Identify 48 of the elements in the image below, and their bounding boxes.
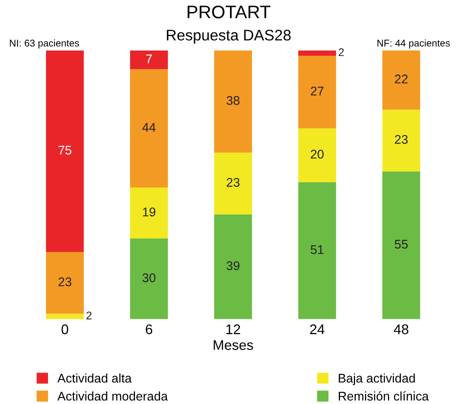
- x-axis-title: Meses: [214, 340, 254, 350]
- data-label: 2: [86, 312, 92, 320]
- x-tick-label: 0: [62, 324, 68, 334]
- data-label: 39: [226, 261, 240, 270]
- legend-label: Actividad moderada: [57, 391, 168, 401]
- bar: [46, 50, 84, 252]
- data-label: 55: [394, 240, 408, 249]
- data-label: 51: [310, 245, 324, 254]
- data-label: 22: [394, 74, 408, 84]
- x-tick-label: 24: [310, 324, 324, 334]
- data-label: 44: [142, 123, 156, 132]
- text: NF: 44 pacientes: [377, 39, 450, 48]
- data-label: 23: [226, 178, 240, 187]
- bar: [214, 214, 252, 320]
- bar: [130, 69, 168, 188]
- bar: [382, 50, 420, 110]
- data-label: 2: [338, 48, 344, 56]
- chart-subtitle: Respuesta DAS28: [166, 30, 291, 44]
- legend-label: Remisión clínica: [338, 391, 429, 401]
- data-label: 19: [142, 208, 156, 216]
- chart-title: PROTART: [188, 6, 270, 18]
- bar: [46, 314, 84, 320]
- bar: [298, 56, 336, 128]
- data-label: 27: [310, 86, 324, 96]
- bar: [130, 238, 168, 320]
- x-tick-label: 6: [146, 324, 152, 334]
- data-label: 20: [310, 150, 324, 159]
- bar: [130, 188, 168, 239]
- bar: [130, 50, 168, 70]
- bar: [382, 110, 420, 172]
- bar: [298, 128, 336, 182]
- data-label: 23: [58, 277, 72, 286]
- data-label: 7: [146, 54, 152, 64]
- data-label: 75: [58, 146, 72, 155]
- text: NI: 63 pacientes: [10, 39, 80, 48]
- bar: [214, 152, 252, 214]
- bar: [46, 252, 84, 314]
- bar: [214, 50, 252, 153]
- legend-label: Baja actividad: [338, 373, 415, 386]
- data-label: 38: [226, 96, 240, 105]
- data-label: 23: [394, 135, 408, 144]
- x-tick-label: 48: [394, 324, 408, 334]
- bar: [298, 50, 336, 56]
- legend-label: Actividad alta: [57, 373, 132, 383]
- data-label: 30: [142, 273, 156, 282]
- bar: [298, 182, 336, 320]
- x-tick-label: 12: [226, 324, 240, 334]
- bar: [382, 171, 420, 320]
